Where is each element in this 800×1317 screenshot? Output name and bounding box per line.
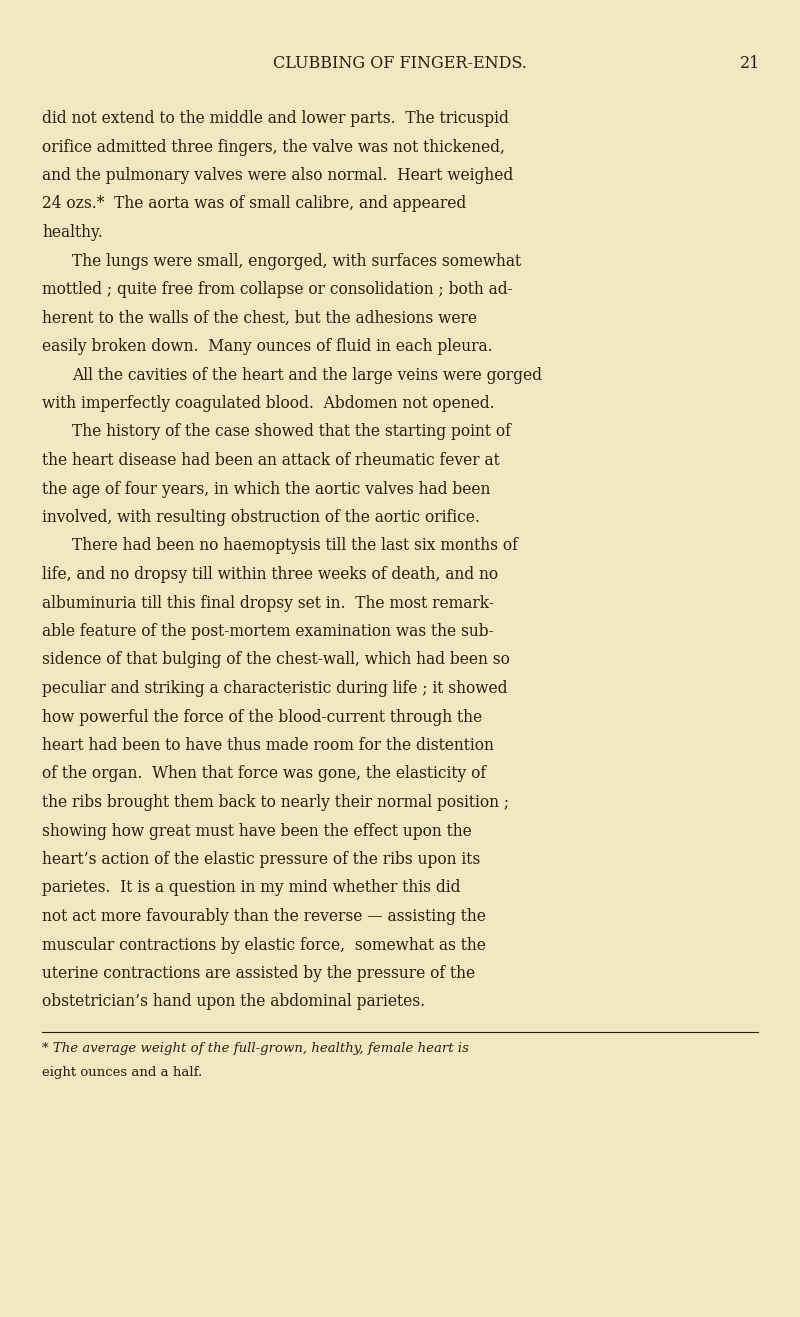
Text: The history of the case showed that the starting point of: The history of the case showed that the … (72, 424, 511, 440)
Text: peculiar and striking a characteristic during life ; it showed: peculiar and striking a characteristic d… (42, 680, 507, 697)
Text: the age of four years, in which the aortic valves had been: the age of four years, in which the aort… (42, 481, 490, 498)
Text: sidence of that bulging of the chest-wall, which had been so: sidence of that bulging of the chest-wal… (42, 652, 510, 669)
Text: showing how great must have been the effect upon the: showing how great must have been the eff… (42, 823, 472, 839)
Text: the heart disease had been an attack of rheumatic fever at: the heart disease had been an attack of … (42, 452, 500, 469)
Text: 24 ozs.*  The aorta was of small calibre, and appeared: 24 ozs.* The aorta was of small calibre,… (42, 195, 466, 212)
Text: easily broken down.  Many ounces of fluid in each pleura.: easily broken down. Many ounces of fluid… (42, 338, 493, 356)
Text: 21: 21 (740, 55, 760, 72)
Text: albuminuria till this final dropsy set in.  The most remark-: albuminuria till this final dropsy set i… (42, 594, 494, 611)
Text: mottled ; quite free from collapse or consolidation ; both ad-: mottled ; quite free from collapse or co… (42, 281, 513, 298)
Text: * The average weight of the full-grown, healthy, female heart is: * The average weight of the full-grown, … (42, 1042, 469, 1055)
Text: not act more favourably than the reverse — assisting the: not act more favourably than the reverse… (42, 907, 486, 925)
Text: eight ounces and a half.: eight ounces and a half. (42, 1065, 202, 1079)
Text: and the pulmonary valves were also normal.  Heart weighed: and the pulmonary valves were also norma… (42, 167, 514, 184)
Text: orifice admitted three fingers, the valve was not thickened,: orifice admitted three fingers, the valv… (42, 138, 505, 155)
Text: the ribs brought them back to nearly their normal position ;: the ribs brought them back to nearly the… (42, 794, 509, 811)
Text: There had been no haemoptysis till the last six months of: There had been no haemoptysis till the l… (72, 537, 518, 554)
Text: heart’s action of the elastic pressure of the ribs upon its: heart’s action of the elastic pressure o… (42, 851, 480, 868)
Text: able feature of the post-mortem examination was the sub-: able feature of the post-mortem examinat… (42, 623, 494, 640)
Text: did not extend to the middle and lower parts.  The tricuspid: did not extend to the middle and lower p… (42, 111, 509, 126)
Text: heart had been to have thus made room for the distention: heart had been to have thus made room fo… (42, 738, 494, 755)
Text: parietes.  It is a question in my mind whether this did: parietes. It is a question in my mind wh… (42, 880, 461, 897)
Text: healthy.: healthy. (42, 224, 102, 241)
Text: All the cavities of the heart and the large veins were gorged: All the cavities of the heart and the la… (72, 366, 542, 383)
Text: obstetrician’s hand upon the abdominal parietes.: obstetrician’s hand upon the abdominal p… (42, 993, 425, 1010)
Text: muscular contractions by elastic force,  somewhat as the: muscular contractions by elastic force, … (42, 936, 486, 954)
Text: life, and no dropsy till within three weeks of death, and no: life, and no dropsy till within three we… (42, 566, 498, 583)
Text: The lungs were small, engorged, with surfaces somewhat: The lungs were small, engorged, with sur… (72, 253, 521, 270)
Text: uterine contractions are assisted by the pressure of the: uterine contractions are assisted by the… (42, 965, 475, 982)
Text: involved, with resulting obstruction of the aortic orifice.: involved, with resulting obstruction of … (42, 508, 480, 525)
Text: herent to the walls of the chest, but the adhesions were: herent to the walls of the chest, but th… (42, 309, 477, 327)
Text: CLUBBING OF FINGER-ENDS.: CLUBBING OF FINGER-ENDS. (273, 55, 527, 72)
Text: with imperfectly coagulated blood.  Abdomen not opened.: with imperfectly coagulated blood. Abdom… (42, 395, 494, 412)
Text: how powerful the force of the blood-current through the: how powerful the force of the blood-curr… (42, 709, 482, 726)
Text: of the organ.  When that force was gone, the elasticity of: of the organ. When that force was gone, … (42, 765, 486, 782)
